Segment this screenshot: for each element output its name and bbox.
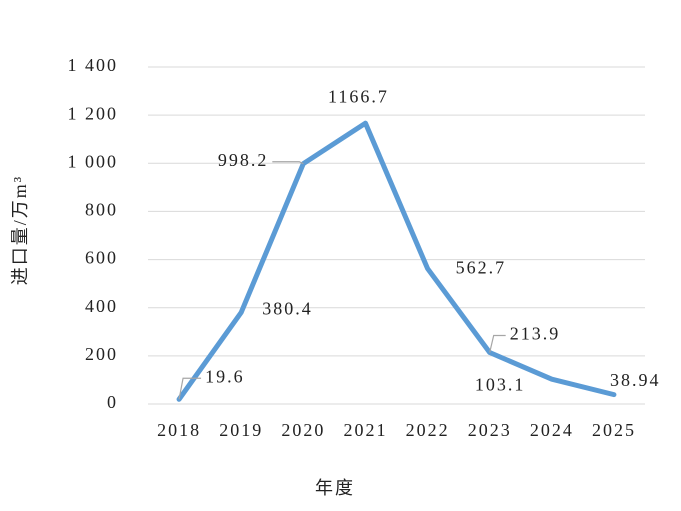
y-tick-label: 0 — [107, 392, 118, 412]
x-tick-label: 2020 — [281, 420, 325, 440]
x-tick-label: 2022 — [406, 420, 450, 440]
data-label: 103.1 — [475, 374, 526, 394]
data-label: 213.9 — [510, 324, 561, 344]
data-label: 38.94 — [610, 370, 661, 390]
data-label: 380.4 — [262, 299, 313, 319]
data-label: 1166.7 — [328, 86, 389, 106]
y-tick-label: 1 000 — [68, 151, 119, 171]
y-tick-label: 400 — [85, 296, 118, 316]
x-tick-label: 2018 — [157, 420, 201, 440]
x-tick-label: 2025 — [592, 420, 636, 440]
leader-line — [272, 161, 304, 165]
data-label: 562.7 — [456, 258, 507, 278]
x-tick-label: 2023 — [468, 420, 512, 440]
y-tick-label: 600 — [85, 248, 118, 268]
x-tick-label: 2019 — [219, 420, 263, 440]
leader-line — [489, 334, 506, 353]
y-tick-label: 800 — [85, 200, 118, 220]
leader-line — [178, 377, 202, 400]
data-line — [176, 120, 617, 402]
data-label: 998.2 — [218, 150, 269, 170]
x-tick-label: 2021 — [343, 420, 387, 440]
x-tick-label: 2024 — [530, 420, 574, 440]
y-tick-label: 1 400 — [68, 55, 119, 75]
data-label: 19.6 — [205, 366, 245, 386]
y-tick-label: 200 — [85, 344, 118, 364]
y-axis-label: 进口量/万m³ — [10, 175, 30, 285]
y-tick-label: 1 200 — [68, 103, 119, 123]
x-axis-label: 年度 — [315, 478, 355, 498]
